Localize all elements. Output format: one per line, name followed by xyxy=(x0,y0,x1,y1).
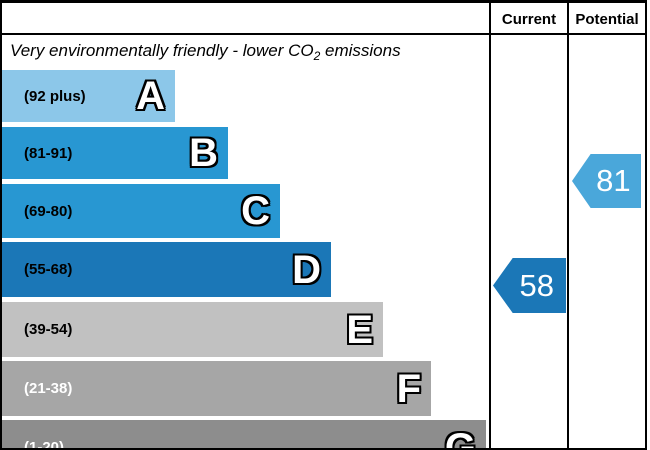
chart-title-text: Very environmentally friendly - lower CO xyxy=(10,41,314,60)
band-letter: A xyxy=(136,74,165,118)
band-letter: D xyxy=(292,247,321,292)
current-column-divider xyxy=(489,0,491,450)
header-separator xyxy=(0,33,647,35)
band-range-label: (69-80) xyxy=(24,202,73,220)
band-range-label: (55-68) xyxy=(24,261,73,278)
table-left-border xyxy=(0,0,2,450)
band-range-label: (81-91) xyxy=(24,144,73,162)
table-bottom-border xyxy=(0,448,647,450)
band-letter: F xyxy=(396,366,421,411)
table-top-border xyxy=(0,0,647,3)
current-column-header: Current xyxy=(501,11,557,28)
band-f: (21-38) F xyxy=(2,361,431,416)
band-letter: G xyxy=(444,425,476,450)
chart-title-subscript: 2 xyxy=(313,49,321,63)
band-range-label: (39-54) xyxy=(24,321,73,338)
band-e: (39-54) E xyxy=(2,302,383,357)
table-right-border xyxy=(645,0,647,450)
band-letter: E xyxy=(346,307,373,352)
chart-title: Very environmentally friendly - lower CO… xyxy=(10,41,484,63)
current-rating-marker: 58 xyxy=(493,258,566,313)
band-range-label: (21-38) xyxy=(24,380,73,397)
potential-rating-value: 81 xyxy=(596,163,631,198)
band-a: (92 plus) A xyxy=(2,70,175,122)
potential-rating-marker: 81 xyxy=(572,154,641,208)
band-letter: B xyxy=(189,131,218,175)
band-g: (1-20) G xyxy=(2,420,486,450)
band-b: (81-91) B xyxy=(2,127,228,179)
band-range-label: (1-20) xyxy=(24,439,65,450)
band-d: (55-68) D xyxy=(2,242,331,297)
chart-title-suffix: emissions xyxy=(320,41,401,60)
potential-column-divider xyxy=(567,0,569,450)
band-range-label: (92 plus) xyxy=(24,87,86,105)
potential-column-header: Potential xyxy=(575,11,639,28)
band-c: (69-80) C xyxy=(2,184,280,238)
band-letter: C xyxy=(241,189,270,233)
current-rating-value: 58 xyxy=(519,267,555,303)
